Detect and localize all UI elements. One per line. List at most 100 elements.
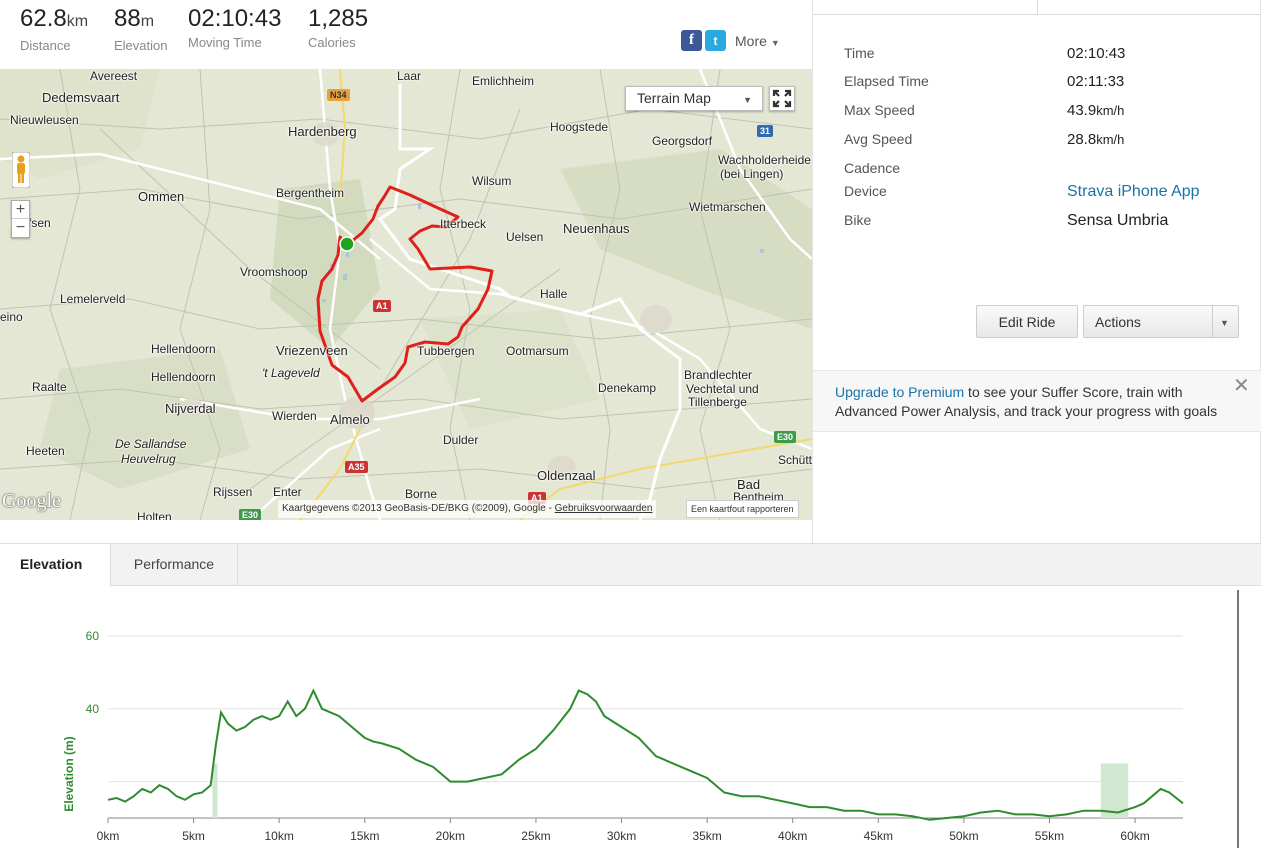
- actions-label: Actions: [1095, 314, 1141, 330]
- map-label: Emlichheim: [472, 74, 535, 88]
- share-more-dropdown[interactable]: More ▼: [735, 33, 780, 49]
- stat-unit: m: [140, 13, 155, 30]
- detail-value: 43.9: [1067, 102, 1097, 119]
- road-shield: 31: [757, 125, 774, 137]
- detail-value: 02:10:43: [1067, 45, 1126, 62]
- zoom-control: + −: [11, 200, 30, 238]
- divider: [1037, 0, 1038, 15]
- detail-value: Sensa Umbria: [1067, 212, 1169, 229]
- map-label: Avereest: [90, 69, 138, 83]
- map-label: Nijverdal: [165, 401, 216, 416]
- stat-calories: 1,285 Calories: [308, 5, 369, 51]
- report-map-error-link[interactable]: Een kaartfout rapporteren: [686, 500, 799, 518]
- x-axis-ticks: 0km 5km 10km 15km 20km 25km 30km 35km 40km 45km 50…: [97, 818, 1150, 843]
- edit-ride-button[interactable]: Edit Ride: [976, 305, 1078, 338]
- map-label: Itterbeck: [440, 217, 487, 231]
- map-label: Hellendoorn: [151, 370, 216, 384]
- map-label: Rijssen: [213, 485, 253, 499]
- detail-key: Cadence: [844, 160, 901, 176]
- divider: [1212, 306, 1213, 337]
- map-label: Dulder: [443, 433, 479, 447]
- detail-key: Elapsed Time: [844, 73, 929, 89]
- twitter-icon[interactable]: t: [705, 30, 726, 51]
- actions-dropdown[interactable]: Actions ▼: [1083, 305, 1239, 338]
- x-tick-label: 40km: [778, 829, 807, 843]
- fullscreen-button[interactable]: [769, 86, 795, 111]
- road-shield: E30: [239, 509, 262, 520]
- share-bar: f t More ▼: [681, 30, 780, 51]
- x-tick-label: 30km: [607, 829, 636, 843]
- tab-performance[interactable]: Performance: [111, 544, 238, 586]
- map-label: eino: [0, 310, 23, 324]
- map-label: Wachholderheide: [718, 153, 811, 167]
- premium-banner: Upgrade to Premium to see your Suffer Sc…: [813, 370, 1261, 432]
- map-label: Bergentheim: [276, 186, 345, 200]
- panel-tabs: [813, 0, 1261, 15]
- stat-unit: km: [66, 13, 89, 30]
- chart-grid: [108, 635, 1183, 819]
- map-label: Oldenzaal: [537, 468, 596, 483]
- map-label: Bad: [737, 477, 761, 492]
- elevation-chart: 60 40 0km 5km 10km 15km 20km 25km 30km 35km 40km 4…: [62, 629, 1184, 843]
- map-label: Schütt: [778, 453, 812, 467]
- x-tick-label: 55km: [1035, 829, 1064, 843]
- map-label: Denekamp: [598, 381, 657, 395]
- attribution-text: Kaartgegevens ©2013 GeoBasis-DE/BKG (©20…: [282, 503, 555, 514]
- x-tick-label: 15km: [350, 829, 379, 843]
- facebook-icon[interactable]: f: [681, 30, 702, 51]
- x-tick-label: 0km: [97, 829, 120, 843]
- map-label: Borne: [405, 487, 438, 501]
- map-label: Laar: [397, 69, 422, 83]
- route-line: [316, 185, 494, 403]
- detail-unit: km/h: [1096, 132, 1125, 147]
- stat-value: 1,285: [308, 5, 369, 32]
- stat-label: Moving Time: [188, 35, 262, 50]
- detail-key: Bike: [844, 212, 872, 228]
- map-label: (bei Lingen): [720, 167, 784, 181]
- y-axis-ticks: 60 40: [86, 629, 100, 716]
- map-type-select[interactable]: Terrain Map ▼: [625, 86, 763, 111]
- detail-key: Max Speed: [844, 102, 915, 118]
- street-view-pegman-icon[interactable]: [12, 152, 30, 188]
- map-label: Vroomshoop: [240, 265, 308, 279]
- map-label: Vriezenveen: [276, 343, 348, 358]
- start-marker: [339, 236, 355, 252]
- map-label: Halle: [540, 287, 568, 301]
- ride-details-panel: Time 02:10:43 Elapsed Time 02:11:33 Max …: [812, 0, 1261, 543]
- upgrade-premium-link[interactable]: Upgrade to Premium: [835, 384, 965, 400]
- premium-text: to see your Suffer Score, train with Adv…: [835, 384, 1218, 419]
- map-label: Uelsen: [506, 230, 544, 244]
- elevation-line: [107, 688, 1184, 821]
- stat-label: Elevation: [114, 38, 168, 53]
- zoom-out-button[interactable]: −: [15, 219, 26, 236]
- map-label: Ootmarsum: [506, 344, 569, 358]
- map-label: Lemelerveld: [60, 292, 126, 306]
- device-link[interactable]: Strava iPhone App: [1067, 183, 1200, 200]
- map-attribution: Kaartgegevens ©2013 GeoBasis-DE/BKG (©20…: [278, 500, 657, 518]
- chart-right-border: [1237, 590, 1239, 848]
- road-shield: A1: [373, 300, 391, 312]
- map-label: Hellendoorn: [151, 342, 216, 356]
- map-label: Heeten: [26, 444, 65, 458]
- x-tick-label: 5km: [182, 829, 205, 843]
- highlight-segment: [1100, 763, 1129, 818]
- chevron-down-icon[interactable]: ▼: [1220, 318, 1229, 328]
- map-label: Wilsum: [472, 174, 512, 188]
- detail-key: Device: [844, 183, 887, 199]
- ride-stats: 62.8km Distance 88m Elevation 02:10:43 M…: [0, 0, 812, 69]
- highlight-segment: [212, 763, 218, 818]
- zoom-in-button[interactable]: +: [12, 201, 29, 219]
- stat-elevation: 88m Elevation: [114, 6, 168, 54]
- stat-value: 62.8: [20, 5, 67, 32]
- stat-value: 02:10:43: [188, 5, 282, 32]
- x-tick-label: 60km: [1120, 829, 1149, 843]
- terms-link[interactable]: Gebruiksvoorwaarden: [554, 503, 653, 514]
- map-label: Wietmarschen: [689, 200, 766, 214]
- close-icon[interactable]: ✕: [1233, 375, 1250, 397]
- chevron-down-icon: ▼: [743, 95, 752, 105]
- map-label: Hardenberg: [288, 124, 357, 139]
- map-canvas: [0, 69, 812, 520]
- route-map[interactable]: Avereest Laar Emlichheim Dedemsvaart Nie…: [0, 69, 812, 520]
- tab-elevation[interactable]: Elevation: [0, 544, 111, 587]
- map-label: Vechtetal und: [686, 382, 759, 396]
